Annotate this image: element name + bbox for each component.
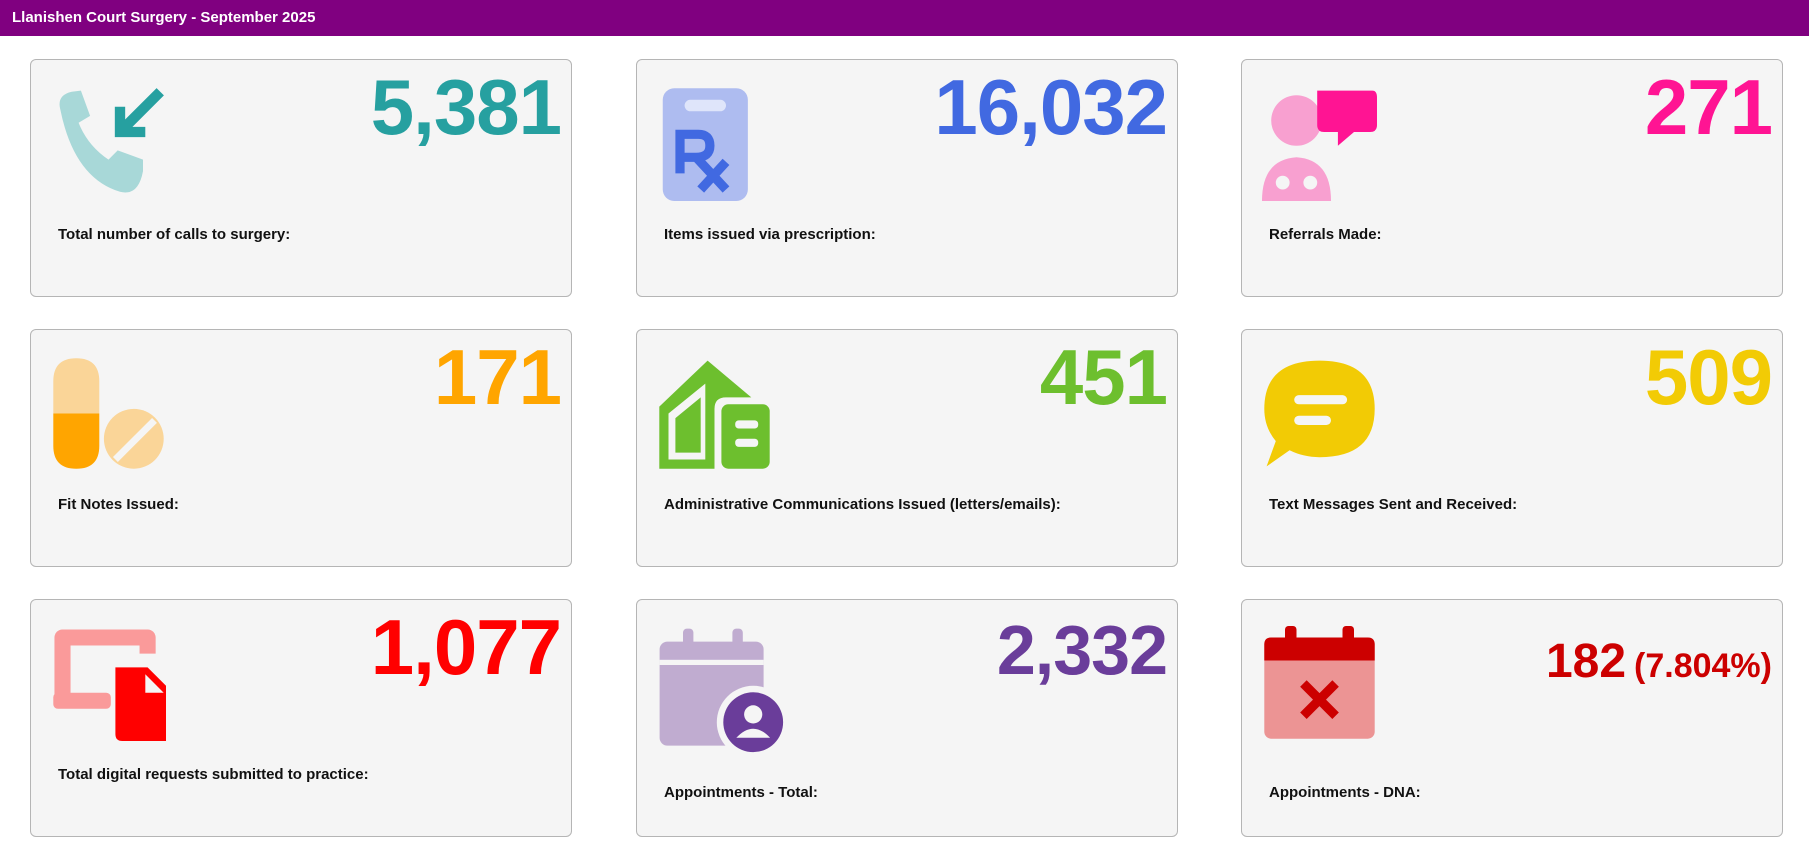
- stat-label: Total digital requests submitted to prac…: [58, 766, 369, 783]
- stat-label: Items issued via prescription:: [664, 226, 876, 243]
- digital-request-icon: [53, 629, 166, 741]
- letter-icon: [659, 360, 770, 469]
- stat-value-note: (7.804%): [1634, 647, 1772, 685]
- card: 1,077 Total digital requests submitted t…: [30, 599, 572, 837]
- stat-label: Total number of calls to surgery:: [58, 226, 291, 243]
- card: 2,332 Appointments - Total:: [636, 599, 1178, 837]
- card: 171 Fit Notes Issued:: [30, 329, 572, 567]
- stat-value: 5,381: [370, 63, 562, 151]
- referral-icon: [1262, 90, 1377, 201]
- header-title: Llanishen Court Surgery - September 2025: [0, 0, 1809, 36]
- stat-value: 271: [1644, 63, 1773, 151]
- stat-value: 2,332: [996, 611, 1168, 689]
- card: 451 Administrative Communications Issued…: [636, 329, 1178, 567]
- stat-label: Text Messages Sent and Received:: [1269, 496, 1518, 513]
- stat-value: 451: [1039, 333, 1168, 421]
- card: 16,032 Items issued via prescription:: [636, 59, 1178, 297]
- stat-value-number: 182: [1545, 635, 1627, 688]
- stat-label: Appointments - DNA:: [1269, 784, 1421, 801]
- stat-value: 509: [1644, 333, 1773, 421]
- phone-icon: [59, 88, 164, 193]
- dna-icon: [1264, 626, 1375, 739]
- card: 271 Referrals Made:: [1241, 59, 1783, 297]
- message-icon: [1264, 360, 1375, 467]
- card: 182 (7.804%) Appointments - DNA:: [1241, 599, 1783, 837]
- stat-value: 182 (7.804%): [1546, 634, 1772, 689]
- prescription-icon: [662, 88, 748, 201]
- stat-label: Administrative Communications Issued (le…: [664, 496, 1061, 513]
- card: 509 Text Messages Sent and Received:: [1241, 329, 1783, 567]
- appointment-icon: [659, 628, 787, 756]
- stat-value: 16,032: [934, 63, 1168, 151]
- stat-label: Appointments - Total:: [664, 784, 818, 801]
- pill-icon: [53, 358, 164, 469]
- card: 5,381 Total number of calls to surgery:: [30, 59, 572, 297]
- stat-value: 1,077: [370, 603, 562, 691]
- stat-label: Referrals Made:: [1269, 226, 1382, 243]
- stat-value: 171: [433, 333, 562, 421]
- stat-label: Fit Notes Issued:: [58, 496, 179, 513]
